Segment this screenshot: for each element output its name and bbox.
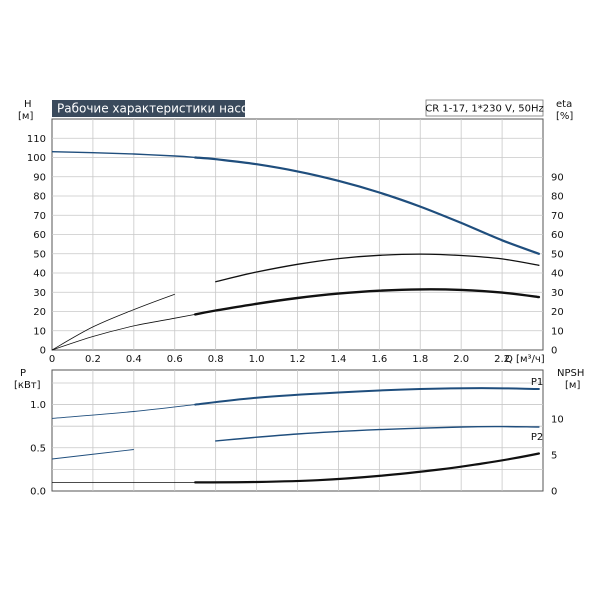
x-tick-label: 1.0 (249, 354, 265, 365)
y-tick-label-h: 0 (40, 346, 46, 357)
y-tick-label-p: 0.5 (30, 443, 46, 454)
x-tick-label: 0.6 (167, 354, 183, 365)
y-tick-label-h: 40 (33, 269, 46, 280)
y-tick-label-npsh: 0 (551, 487, 557, 498)
y-tick-label-h: 50 (33, 249, 46, 260)
y-axis-unit-h: [м] (18, 111, 33, 122)
eta-pump-curve-thin (51, 314, 196, 351)
y-axis-label-h: H (24, 99, 32, 110)
x-tick-label: 1.6 (371, 354, 387, 365)
y-tick-label-h: 100 (27, 153, 46, 164)
y-tick-label-h: 80 (33, 192, 46, 203)
y-tick-label-p: 0.0 (30, 487, 46, 498)
y-axis-label-npsh: NPSH (557, 368, 584, 379)
y-tick-label-eta: 40 (551, 269, 564, 280)
y-tick-label-h: 110 (27, 134, 46, 145)
y-tick-label-npsh: 10 (551, 414, 564, 425)
y-tick-label-h: 70 (33, 211, 46, 222)
y-tick-label-h: 60 (33, 230, 46, 241)
pump-info: CR 1-17, 1*230 V, 50Hz (425, 104, 543, 115)
head-curve-thin (51, 151, 196, 159)
y-tick-label-eta: 80 (551, 192, 564, 203)
y-axis-label-p: P (20, 368, 26, 379)
title-box (52, 100, 245, 117)
series-label-p2: P2 (531, 432, 543, 443)
eta-pump-curve-line (194, 288, 541, 316)
y-tick-label-h: 20 (33, 307, 46, 318)
y-tick-label-eta: 90 (551, 172, 564, 183)
head-curve-line (194, 156, 540, 255)
x-tick-label: 2.0 (453, 354, 469, 365)
x-tick-label: 1.2 (290, 354, 306, 365)
x-tick-label: 0.4 (126, 354, 142, 365)
y-tick-label-h: 30 (33, 288, 46, 299)
info-box (425, 99, 544, 117)
y-tick-label-h: 90 (33, 172, 46, 183)
x-tick-label: 2.2 (494, 354, 510, 365)
p2-curve-thin (51, 449, 134, 460)
series-label-p1: P1 (531, 377, 543, 388)
y-tick-label-eta: 70 (551, 211, 564, 222)
y-axis-unit-npsh: [м] (565, 380, 580, 391)
chart-title: Рабочие характеристики насоса (57, 102, 262, 116)
x-tick-label: 0.2 (85, 354, 101, 365)
eta-total-curve-thin (51, 293, 175, 351)
y-tick-label-eta: 50 (551, 249, 564, 260)
y-tick-label-h: 10 (33, 326, 46, 337)
y-tick-label-eta: 20 (551, 307, 564, 318)
y-tick-label-eta: 60 (551, 230, 564, 241)
x-tick-label: 0 (49, 354, 55, 365)
p1-curve-line (194, 387, 540, 406)
x-tick-label: 0.8 (208, 354, 224, 365)
p1-curve-thin (51, 404, 196, 419)
p2-curve-line (215, 425, 540, 442)
eta-total-curve-line (215, 253, 540, 283)
y-axis-unit-p: [кВт] (14, 380, 41, 391)
y-tick-label-p: 1.0 (30, 400, 46, 411)
y-tick-label-eta: 30 (551, 288, 564, 299)
x-tick-label: 1.4 (330, 354, 346, 365)
y-tick-label-eta: 10 (551, 326, 564, 337)
npsh-curve-line (194, 452, 540, 484)
x-tick-label: 1.8 (412, 354, 428, 365)
x-axis-label-q: Q [м³/ч] (505, 354, 545, 365)
y-axis-label-eta: eta (556, 99, 572, 110)
y-axis-unit-eta: [%] (556, 111, 573, 122)
y-tick-label-eta: 0 (551, 346, 557, 357)
y-tick-label-npsh: 5 (551, 450, 557, 461)
